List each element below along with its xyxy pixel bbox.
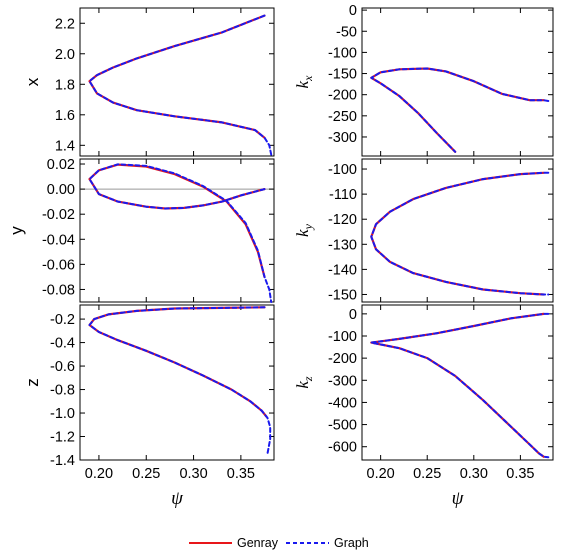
ytick-label-kx: -200 <box>328 88 357 104</box>
xlabel-kz: ψ <box>452 488 465 509</box>
ytick-label-y: -0.04 <box>42 232 75 248</box>
ytick-label-ky: -150 <box>328 287 357 303</box>
xtick-label-kz: 0.20 <box>367 466 395 482</box>
ytick-label-kx: 0 <box>349 3 357 19</box>
ytick-label-y: -0.06 <box>42 257 75 273</box>
ytick-label-y: -0.02 <box>42 207 75 223</box>
ylabel-kx: kx <box>293 75 315 89</box>
ytick-label-y: -0.08 <box>42 282 75 298</box>
ytick-label-kx: -150 <box>328 67 357 83</box>
ytick-label-ky: -110 <box>329 187 357 203</box>
ytick-label-kz: -100 <box>328 329 357 345</box>
ytick-label-z: -1.2 <box>50 430 75 446</box>
series-graph-ky <box>370 171 550 296</box>
ytick-label-z: -0.4 <box>50 336 75 352</box>
ytick-label-z: -1.0 <box>50 406 75 422</box>
ytick-label-ky: -130 <box>328 237 357 253</box>
series-graph-kz <box>370 312 550 459</box>
ytick-label-x: 1.8 <box>55 77 75 93</box>
chart-panels: 1.4 1.6 1.8 2.0 2.2 x 0 -50 -100 -150 -200 -250 -300… <box>7 3 554 509</box>
panel-ky: -100 -110 -120 -130 -140 -150 ky <box>293 158 554 303</box>
plot-frame-z <box>79 304 275 461</box>
xtick-label-z: 0.25 <box>132 466 160 482</box>
panel-x: 1.4 1.6 1.8 2.0 2.2 x <box>23 7 275 157</box>
series-genray-y <box>88 163 266 278</box>
ytick-label-x: 2.2 <box>55 16 75 32</box>
ytick-label-kx: -250 <box>328 109 357 125</box>
ytick-label-kz: -400 <box>328 395 357 411</box>
ytick-label-kx: -100 <box>328 45 357 61</box>
ytick-label-kz: -200 <box>328 351 357 367</box>
xtick-label-z: 0.35 <box>227 466 255 482</box>
xtick-label-z: 0.30 <box>179 466 207 482</box>
legend: Genray Graph <box>189 536 369 550</box>
ytick-label-z: -0.2 <box>50 312 75 328</box>
ylabel-ky: ky <box>293 223 315 237</box>
ytick-label-x: 1.4 <box>55 138 75 154</box>
panel-y: 0.02 0.00 -0.02 -0.04 -0.06 -0.08 y <box>7 157 275 303</box>
series-genray-kx <box>370 67 545 153</box>
ylabel-x: x <box>23 77 42 86</box>
ylabel-kz: kz <box>293 376 315 389</box>
ylabel-y: y <box>7 226 26 235</box>
series-genray-x <box>88 14 266 139</box>
plot-frame-y <box>79 158 275 303</box>
legend-genray-label: Genray <box>237 536 279 550</box>
plot-frame-x <box>79 7 275 157</box>
series-graph-y <box>88 163 273 303</box>
panel-z: -0.2 -0.4 -0.6 -0.8 -1.0 -1.2 -1.4 0.20 0.25 0.30… <box>23 304 275 509</box>
series-graph-kx <box>370 67 550 153</box>
ytick-label-y: 0.00 <box>47 182 75 198</box>
ytick-label-y: 0.02 <box>47 157 75 173</box>
xtick-label-kz: 0.30 <box>460 466 488 482</box>
ytick-label-x: 2.0 <box>55 47 75 63</box>
ytick-label-kz: -600 <box>328 440 357 456</box>
ytick-label-z: -0.8 <box>50 383 75 399</box>
ytick-label-kz: -300 <box>328 373 357 389</box>
panel-kz: 0 -100 -200 -300 -400 -500 -600 0.20 0.25 0.30 0.3… <box>293 304 554 509</box>
plot-frame-ky <box>361 158 554 303</box>
series-graph-z <box>88 306 272 456</box>
plot-frame-kx <box>361 7 554 157</box>
series-graph-x <box>88 14 273 156</box>
series-genray-ky <box>370 171 545 296</box>
xtick-label-kz: 0.35 <box>506 466 534 482</box>
ytick-label-z: -0.6 <box>50 359 75 375</box>
ytick-label-kz: 0 <box>349 307 357 323</box>
ytick-label-x: 1.6 <box>55 108 75 124</box>
ytick-label-kx: -50 <box>336 24 357 40</box>
xtick-label-kz: 0.25 <box>413 466 441 482</box>
xtick-label-z: 0.20 <box>85 466 113 482</box>
xlabel-z: ψ <box>171 488 184 509</box>
series-genray-z <box>88 306 268 418</box>
ytick-label-kz: -500 <box>328 418 357 434</box>
ytick-label-z: -1.4 <box>50 453 75 469</box>
legend-graph-label: Graph <box>334 536 369 550</box>
ytick-label-kx: -300 <box>328 130 357 146</box>
panel-kx: 0 -50 -100 -150 -200 -250 -300 kx <box>293 3 554 157</box>
plot-frame-kz <box>361 304 554 461</box>
ytick-label-ky: -120 <box>328 212 357 228</box>
ytick-label-ky: -140 <box>328 262 357 278</box>
series-genray-kz <box>370 312 545 458</box>
ytick-label-ky: -100 <box>328 162 357 178</box>
ylabel-z: z <box>23 378 42 387</box>
